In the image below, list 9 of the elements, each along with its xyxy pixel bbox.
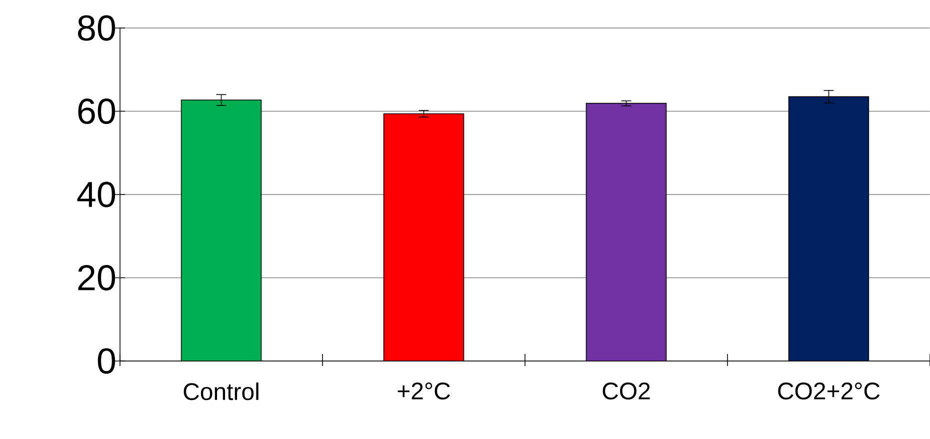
x-tick-label: CO2+2°C (778, 382, 880, 400)
y-tick-label: 80 (78, 15, 116, 41)
x-tick-label: CO2 (602, 382, 650, 400)
x-tick-label: Control (184, 382, 258, 400)
y-tick-label: 20 (78, 265, 116, 290)
y-tick-label: 60 (78, 98, 116, 124)
y-tick-label: 0 (98, 348, 116, 374)
y-tick-label: 40 (77, 182, 116, 208)
x-tick-label: +2°C (398, 382, 450, 400)
